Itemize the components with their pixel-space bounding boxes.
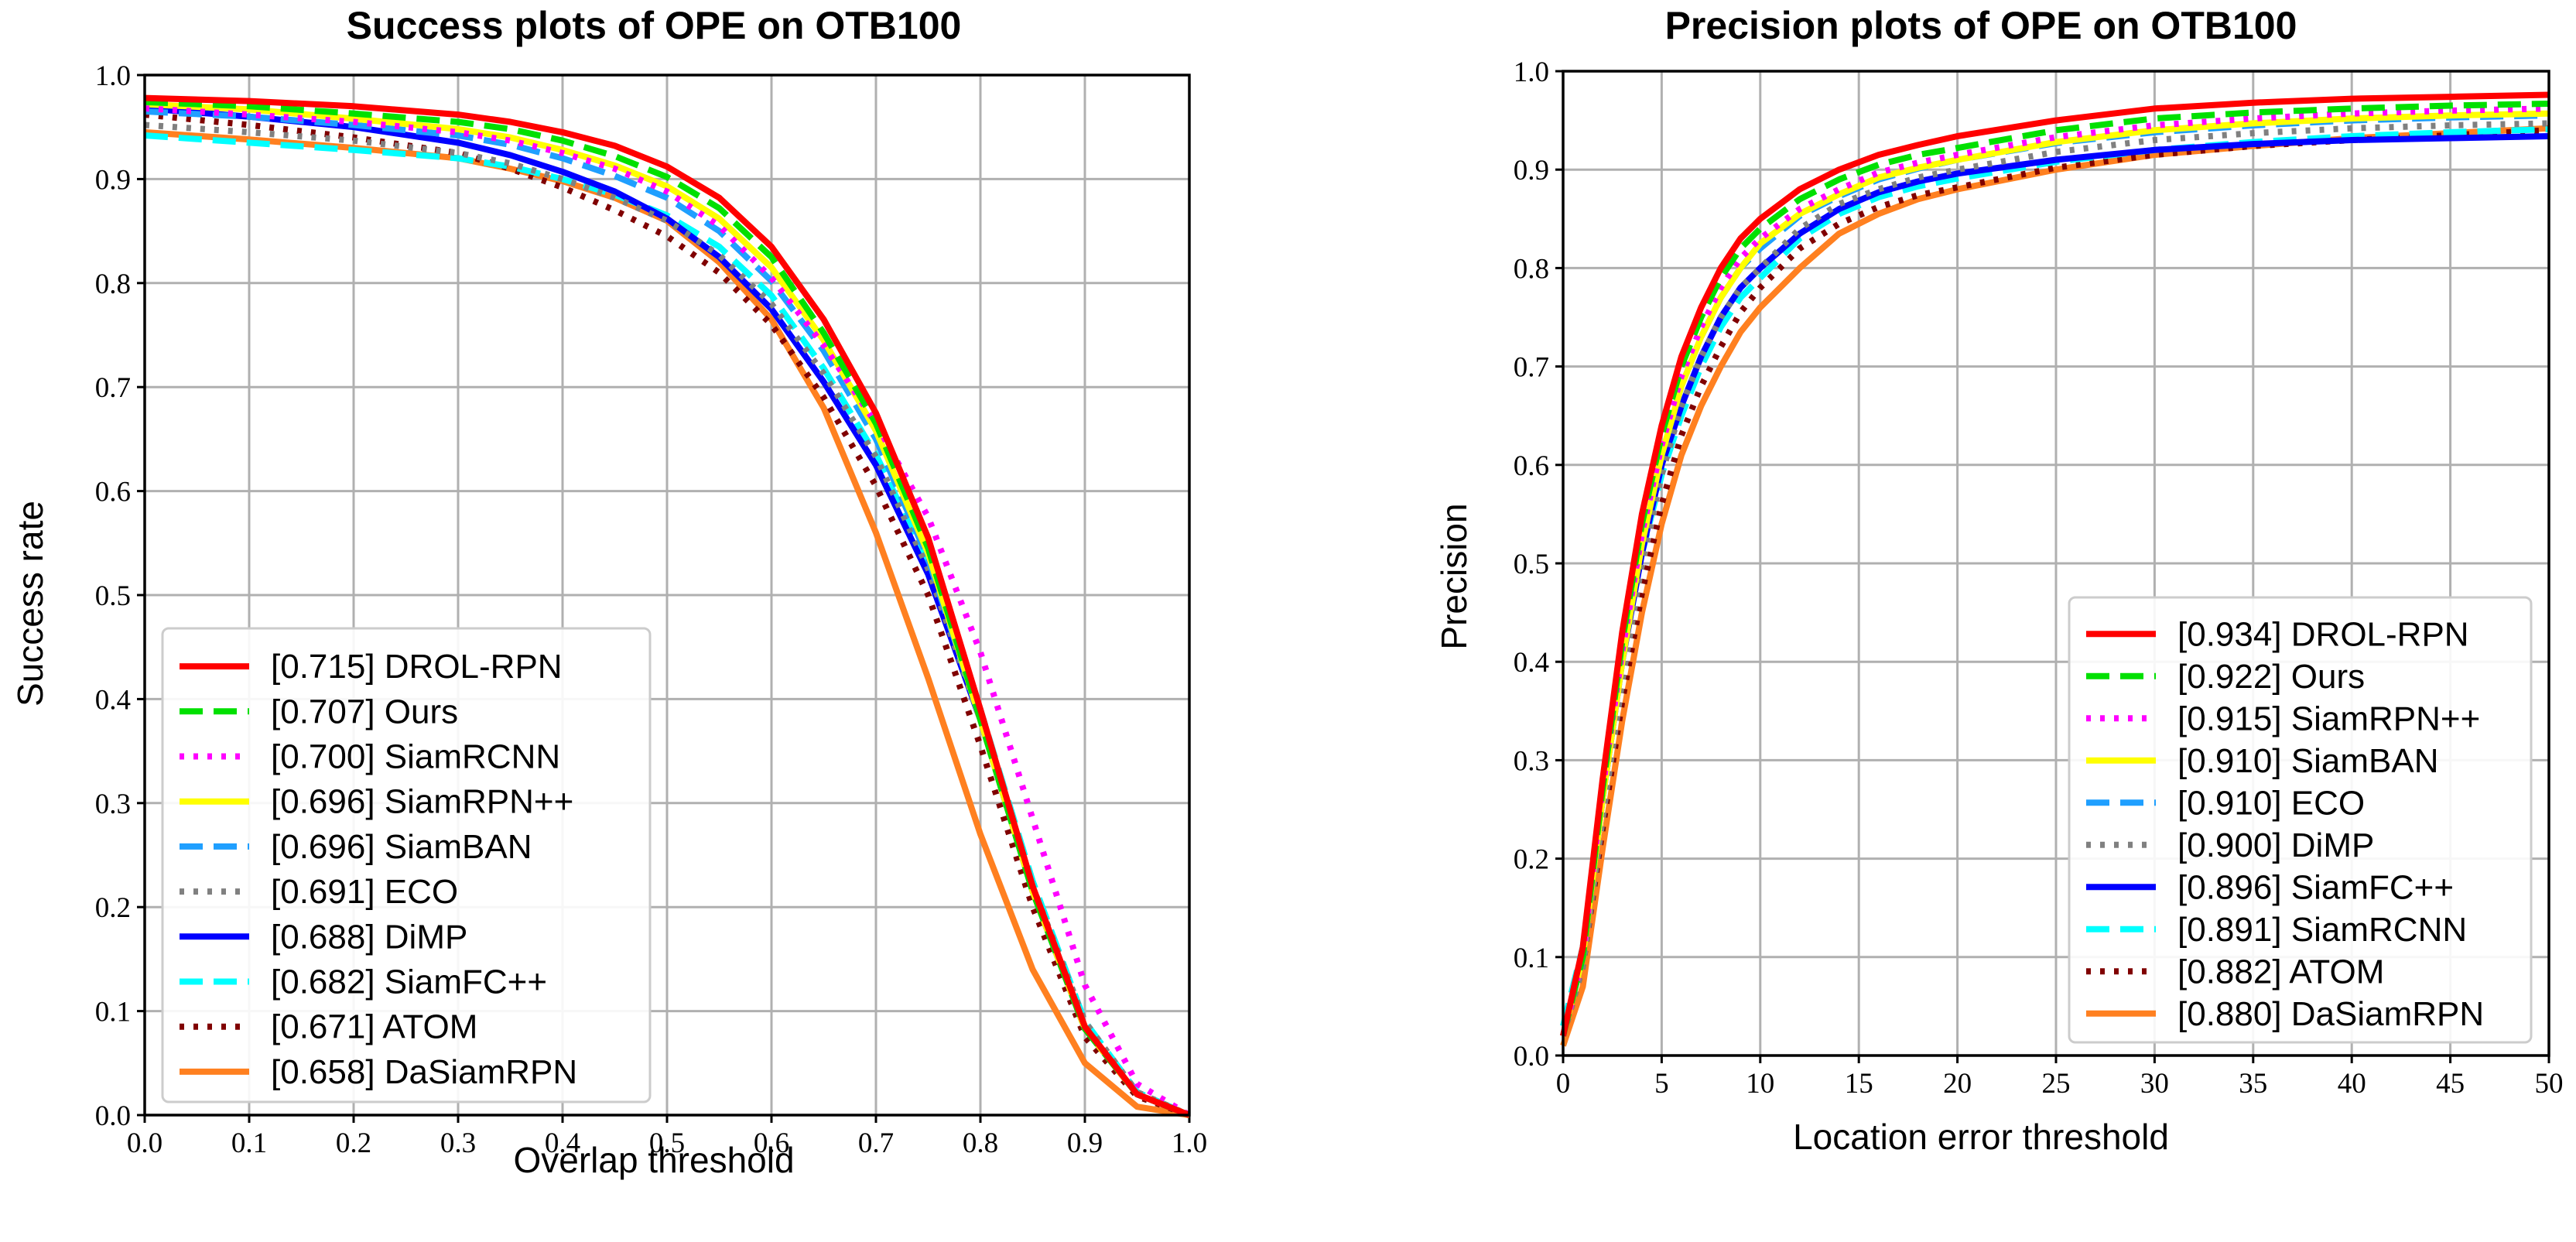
success-x-tick-label: 1.0 [1172,1127,1207,1159]
success-plot-ylabel: Success rate [10,501,50,707]
precision-legend-label-7: [0.891] SiamRCNN [2177,911,2467,949]
success-y-tick-label: 0.6 [95,477,131,508]
precision-legend: [0.934] DROL-RPN [0.922] Ours [0.915] Siam… [2068,596,2533,1044]
success-y-tick-label: 0.4 [95,684,131,716]
success-plot-frame [143,74,1191,1117]
success-y-tick-label: 0.1 [95,997,131,1028]
success-series-line-8 [144,111,1191,1118]
precision-x-tick-label: 5 [1654,1068,1669,1100]
success-series-line-9 [144,128,1190,1118]
success-legend-label-3: [0.696] SiamRPN++ [271,783,573,821]
precision-legend-label-9: [0.880] DaSiamRPN [2177,995,2484,1033]
precision-legend-label-2: [0.915] SiamRPN++ [2177,700,2480,737]
success-legend-label-2: [0.700] SiamRCNN [271,738,560,776]
success-legend-label-5: [0.691] ECO [271,873,458,911]
success-legend-label-8: [0.671] ATOM [271,1008,477,1046]
success-legend-label-4: [0.696] SiamBAN [271,828,532,866]
precision-x-tick-label: 20 [1943,1068,1972,1100]
success-x-tick-label: 0.7 [858,1127,894,1159]
success-series-line-2 [144,105,1192,1118]
precision-plot: Precision plots of OPE on OTB100 Locatio… [1434,4,2564,1157]
precision-x-tick-label: 15 [1845,1068,1873,1100]
precision-x-tick-label: 0 [1556,1068,1571,1100]
success-x-tick-label: 0.1 [231,1127,267,1159]
precision-legend-label-6: [0.896] SiamFC++ [2177,868,2454,906]
success-y-tick-label: 0.3 [95,789,131,820]
precision-plot-ylabel: Precision [1434,503,1474,649]
precision-series-line-3 [1560,110,2550,1037]
precision-y-tick-label: 0.8 [1514,253,1549,285]
success-y-tick-label: 1.0 [95,60,131,92]
success-x-tick-label: 0.5 [649,1127,685,1159]
success-y-tick-label: 0.2 [95,892,131,924]
precision-x-tick-label: 35 [2239,1068,2267,1100]
success-y-tick-label: 0.7 [95,372,131,404]
precision-legend-label-8: [0.882] ATOM [2177,953,2384,991]
success-series-line-0 [144,94,1191,1118]
precision-y-tick-label: 0.6 [1514,450,1549,482]
precision-y-tick-label: 0.3 [1514,745,1549,777]
success-y-tick-label: 0.0 [95,1100,131,1132]
success-series-group [144,94,1192,1118]
precision-x-tick-label: 25 [2042,1068,2071,1100]
precision-series-group [1560,91,2550,1047]
precision-plot-xlabel: Location error threshold [1793,1117,2169,1157]
precision-y-tick-label: 0.0 [1514,1041,1549,1073]
success-x-tick-label: 0.3 [440,1127,476,1159]
success-x-tick-label: 0.8 [963,1127,998,1159]
precision-x-tick-label: 30 [2140,1068,2169,1100]
precision-series-line-0 [1560,91,2550,1037]
precision-y-tick-label: 0.2 [1514,844,1549,876]
precision-legend-label-5: [0.900] DiMP [2177,826,2374,864]
success-plot: Success plots of OPE on OTB100 Overlap t… [10,4,1207,1180]
precision-y-tick-label: 1.0 [1514,56,1549,88]
precision-legend-label-3: [0.910] SiamBAN [2177,742,2439,780]
success-x-tick-label: 0.2 [336,1127,371,1159]
precision-plot-frame [1562,70,2550,1057]
success-legend: [0.715] DROL-RPN [0.707] Ours [0.700] Siam… [161,627,652,1103]
success-x-tick-label: 0.0 [127,1127,162,1159]
success-x-tick-label: 0.9 [1067,1127,1103,1159]
precision-series-line-5 [1560,120,2550,1037]
success-series-line-4 [144,108,1191,1118]
precision-legend-label-0: [0.934] DROL-RPN [2177,615,2469,653]
success-y-tick-label: 0.8 [95,269,131,300]
precision-legend-label-4: [0.910] ECO [2177,784,2365,822]
precision-y-tick-label: 0.4 [1514,647,1549,679]
success-legend-label-1: [0.707] Ours [271,693,458,730]
success-x-tick-label: 0.6 [754,1127,789,1159]
precision-series-line-8 [1560,127,2550,1037]
precision-plot-title: Precision plots of OPE on OTB100 [1665,4,2297,47]
precision-x-tick-label: 10 [1746,1068,1774,1100]
precision-x-tick-label: 50 [2535,1068,2564,1100]
success-legend-label-7: [0.682] SiamFC++ [271,963,547,1001]
precision-x-tick-label: 40 [2338,1068,2366,1100]
precision-y-tick-label: 0.9 [1514,155,1549,186]
precision-legend-box [2068,596,2533,1044]
success-legend-label-0: [0.715] DROL-RPN [271,648,563,686]
success-x-tick-label: 0.4 [545,1127,580,1159]
precision-y-tick-label: 0.7 [1514,352,1549,384]
success-y-tick-label: 0.9 [95,164,131,196]
precision-x-tick-label: 45 [2436,1068,2465,1100]
success-plot-title: Success plots of OPE on OTB100 [347,4,962,47]
success-legend-label-9: [0.658] DaSiamRPN [271,1053,577,1091]
precision-y-tick-label: 0.5 [1514,549,1549,580]
success-legend-label-6: [0.688] DiMP [271,918,467,956]
success-legend-box [161,627,652,1103]
precision-legend-label-1: [0.922] Ours [2177,658,2365,696]
success-plot-xlabel: Overlap threshold [513,1140,794,1180]
success-y-tick-label: 0.5 [95,580,131,612]
precision-y-tick-label: 0.1 [1514,943,1549,974]
